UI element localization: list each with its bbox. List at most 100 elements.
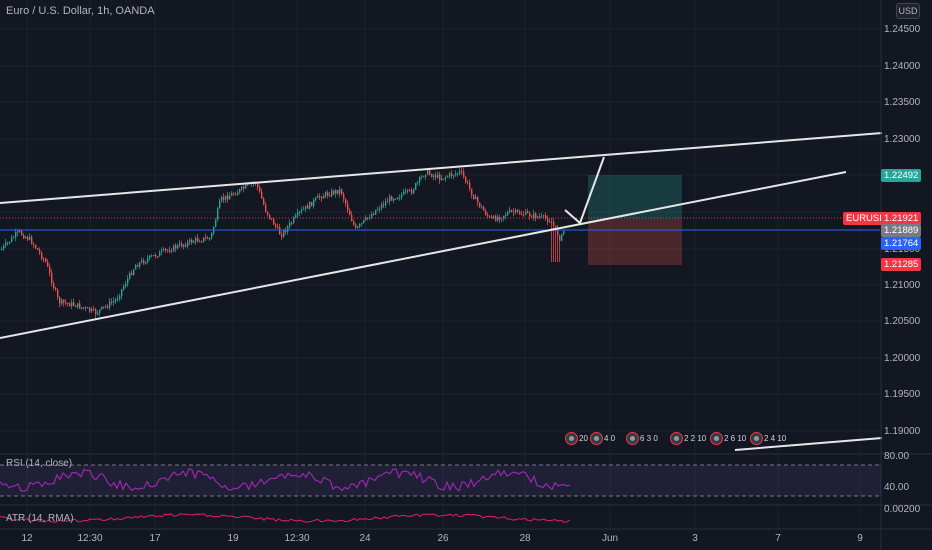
- candle-body: [199, 241, 201, 243]
- upper-trendline[interactable]: [0, 132, 883, 204]
- candle-body: [381, 204, 383, 209]
- candle-body: [75, 305, 77, 307]
- event-marker[interactable]: 4 0: [590, 431, 615, 446]
- candle-body: [457, 173, 459, 175]
- candle-body: [109, 301, 111, 308]
- candle-body: [91, 309, 93, 312]
- candle-body: [107, 306, 109, 308]
- price-label: 1.19000: [884, 426, 921, 437]
- candle-body: [459, 171, 461, 174]
- candle-body: [359, 224, 361, 227]
- candle-body: [221, 197, 223, 201]
- candle-body: [287, 226, 289, 232]
- event-trendline[interactable]: [734, 437, 883, 451]
- candle-body: [507, 212, 509, 216]
- candle-body: [25, 236, 27, 239]
- candle-body: [149, 255, 151, 259]
- price-label: 1.24000: [884, 61, 921, 72]
- time-label: 12: [21, 533, 33, 544]
- candle-body: [79, 303, 81, 309]
- candle-body: [303, 208, 305, 210]
- candle-body: [67, 302, 69, 304]
- event-marker[interactable]: 20: [565, 431, 588, 446]
- candle-body: [509, 210, 511, 213]
- currency-button[interactable]: USD: [896, 3, 920, 19]
- candle-body: [505, 215, 507, 217]
- candle-body: [137, 265, 139, 267]
- candle-body: [9, 241, 11, 243]
- candle-body: [439, 174, 441, 181]
- rsi-title[interactable]: RSI (14, close): [6, 458, 73, 469]
- candle-body: [175, 245, 177, 249]
- candle-body: [551, 221, 553, 223]
- candle-body: [225, 195, 227, 200]
- candle-body: [1, 248, 3, 250]
- candle-body: [89, 307, 91, 312]
- candle-body: [467, 182, 469, 184]
- candle-body: [543, 215, 545, 217]
- candle-body: [237, 192, 239, 196]
- candle-body: [295, 215, 297, 218]
- time-label: 17: [149, 533, 161, 544]
- candle-body: [417, 182, 419, 184]
- candle-body: [355, 224, 357, 228]
- candle-body: [59, 297, 61, 304]
- candle-body: [99, 309, 101, 314]
- atr-title[interactable]: ATR (14, RMA): [6, 513, 74, 524]
- candle-body: [361, 223, 363, 225]
- candle-body: [203, 237, 205, 242]
- candle-body: [101, 306, 103, 310]
- candle-body: [545, 215, 547, 219]
- candle-body: [127, 278, 129, 285]
- candle-body: [293, 217, 295, 223]
- event-marker[interactable]: 2 2 10: [670, 431, 706, 446]
- calendar-event-icon: [750, 432, 763, 445]
- candle-body: [219, 200, 221, 209]
- entry-price-tag: 1.21889: [881, 224, 922, 237]
- candle-body: [117, 298, 119, 300]
- candle-body: [21, 230, 23, 236]
- candle-body: [423, 176, 425, 178]
- candle-body: [407, 189, 409, 192]
- candle-body: [19, 230, 21, 232]
- event-marker[interactable]: 2 6 10: [710, 431, 746, 446]
- candle-body: [413, 189, 415, 194]
- lower-trendline[interactable]: [0, 171, 847, 339]
- candle-body: [163, 248, 165, 251]
- candle-body: [241, 186, 243, 189]
- price-label: 1.23000: [884, 134, 921, 145]
- stop-price-tag: 1.21285: [881, 258, 922, 271]
- candle-body: [157, 256, 159, 258]
- candle-body: [421, 176, 423, 178]
- candle-body: [411, 190, 413, 194]
- candle-body: [133, 269, 135, 275]
- candle-body: [27, 236, 29, 240]
- candle-body: [233, 193, 235, 195]
- candle-body: [469, 183, 471, 189]
- candle-body: [559, 235, 561, 241]
- candle-body: [187, 241, 189, 247]
- candle-body: [227, 195, 229, 200]
- candle-body: [69, 303, 71, 307]
- candle-body: [503, 215, 505, 219]
- projection-path[interactable]: [564, 156, 605, 225]
- candle-body: [261, 191, 263, 199]
- calendar-event-icon: [626, 432, 639, 445]
- event-marker[interactable]: 2 4 10: [750, 431, 786, 446]
- stop-loss-zone[interactable]: [588, 220, 682, 265]
- candle-body: [365, 217, 367, 221]
- candle-body: [291, 222, 293, 224]
- candle-body: [183, 244, 185, 247]
- candle-body: [245, 184, 247, 189]
- candle-body: [481, 206, 483, 208]
- candle-body: [535, 213, 537, 219]
- time-label: 24: [359, 533, 371, 544]
- candle-body: [297, 212, 299, 216]
- candle-body: [215, 219, 217, 228]
- candle-body: [371, 214, 373, 219]
- current-price-tag: 1.21764: [881, 237, 922, 250]
- event-marker[interactable]: 6 3 0: [626, 431, 658, 446]
- candle-body: [105, 306, 107, 308]
- candle-body: [97, 313, 99, 315]
